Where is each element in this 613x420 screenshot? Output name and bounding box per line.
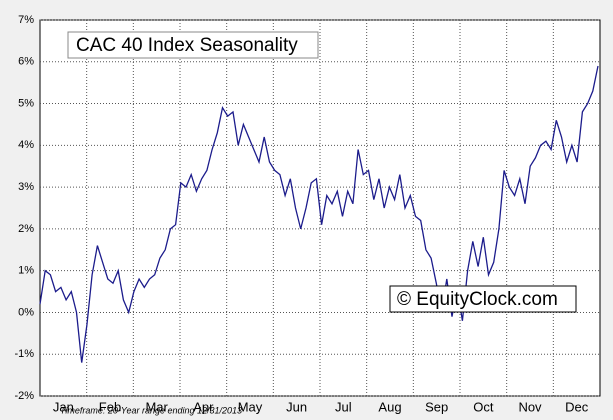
- y-tick-label: 1%: [18, 265, 34, 277]
- y-tick-label: -2%: [14, 390, 34, 402]
- y-tick-label: 2%: [18, 223, 34, 235]
- y-tick-label: 5%: [18, 97, 34, 109]
- x-tick-label: Sep: [425, 399, 448, 414]
- watermark: © EquityClock.com: [397, 289, 558, 310]
- chart-title: CAC 40 Index Seasonality: [76, 35, 298, 56]
- x-tick-label: Jan: [53, 399, 74, 414]
- y-tick-label: 4%: [18, 139, 34, 151]
- y-tick-label: 3%: [18, 181, 34, 193]
- x-tick-label: Mar: [145, 399, 168, 414]
- y-tick-label: 6%: [18, 56, 34, 68]
- footnote: Timeframe: 20-Year range ending 12/31/20…: [60, 405, 242, 415]
- x-tick-label: Oct: [473, 399, 494, 414]
- x-tick-label: Aug: [378, 399, 401, 414]
- series-line: [39, 65, 599, 363]
- title-box: [67, 31, 319, 59]
- x-tick-label: Feb: [99, 399, 121, 414]
- x-tick-label: Jul: [335, 399, 352, 414]
- y-tick-label: -1%: [14, 348, 34, 360]
- x-tick-label: Jun: [286, 399, 307, 414]
- x-tick-label: May: [238, 399, 263, 414]
- x-tick-label: Dec: [565, 399, 589, 414]
- y-tick-label: 7%: [18, 14, 34, 26]
- x-tick-label: Apr: [193, 399, 214, 414]
- y-tick-label: 0%: [18, 306, 34, 318]
- watermark-box: [389, 285, 577, 313]
- x-tick-label: Nov: [518, 399, 542, 414]
